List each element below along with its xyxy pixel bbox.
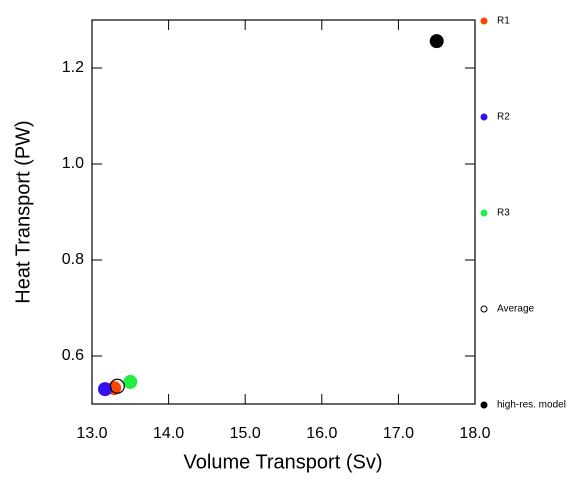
x-tick-label: 17.0 <box>383 425 414 442</box>
legend-marker <box>480 305 488 313</box>
point <box>123 374 138 389</box>
legend-label: R2 <box>497 112 510 123</box>
plot-frame <box>91 19 476 405</box>
legend-marker <box>480 113 488 121</box>
x-tick-label: 18.0 <box>459 425 490 442</box>
y-tick-label: 1.2 <box>62 59 84 76</box>
legend-label: high-res. model <box>497 400 566 411</box>
point <box>429 34 444 49</box>
legend-marker <box>480 209 488 217</box>
y-tick-label: 1.0 <box>62 155 84 172</box>
x-tick-label: 15.0 <box>230 425 261 442</box>
legend-label: R1 <box>497 16 510 27</box>
legend-label: Average <box>497 304 535 315</box>
x-tick-label: 16.0 <box>306 425 337 442</box>
y-tick-label: 0.8 <box>62 251 84 268</box>
x-tick-label: 13.0 <box>76 425 107 442</box>
x-axis-title: Volume Transport (Sv) <box>184 451 383 473</box>
legend-label: R3 <box>497 208 510 219</box>
point <box>98 382 113 397</box>
legend-marker <box>480 17 488 25</box>
x-tick-label: 14.0 <box>153 425 184 442</box>
y-tick-label: 0.6 <box>62 347 84 364</box>
legend-marker <box>480 401 488 409</box>
y-axis-title: Heat Transport (PW) <box>12 120 34 303</box>
point <box>109 378 125 394</box>
